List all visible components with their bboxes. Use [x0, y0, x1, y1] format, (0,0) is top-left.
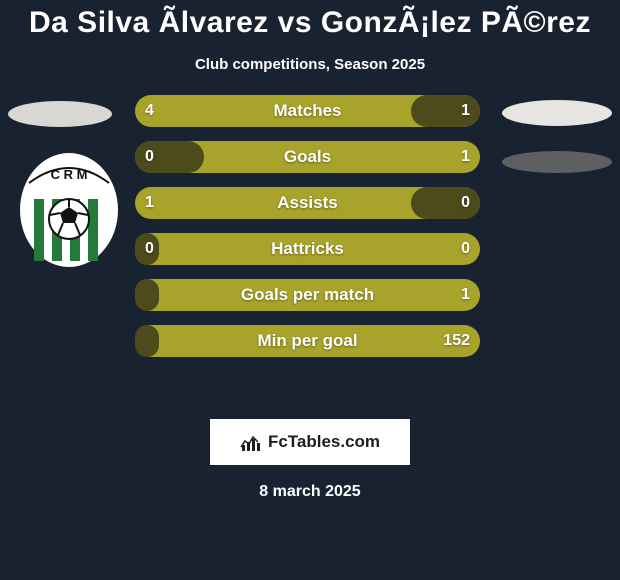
- stat-row: 00Hattricks: [135, 233, 480, 265]
- stat-label: Assists: [135, 187, 480, 219]
- stat-label: Matches: [135, 95, 480, 127]
- comparison-panel: C R M 41Matches01Goals10Assists00Hattric…: [0, 101, 620, 401]
- page-title: Da Silva Ãlvarez vs GonzÃ¡lez PÃ©rez: [0, 0, 620, 40]
- date-label: 8 march 2025: [0, 483, 620, 501]
- subtitle: Club competitions, Season 2025: [0, 56, 620, 73]
- stat-row: 152Min per goal: [135, 325, 480, 357]
- left-ellipse-decor: [8, 101, 112, 127]
- stat-row: 10Assists: [135, 187, 480, 219]
- brand-label: FcTables.com: [268, 432, 380, 452]
- svg-text:C R M: C R M: [51, 167, 88, 182]
- right-ellipse-2-decor: [502, 151, 612, 173]
- stat-row: 01Goals: [135, 141, 480, 173]
- stat-label: Min per goal: [135, 325, 480, 357]
- club-crest-icon: C R M: [24, 157, 114, 263]
- stat-label: Goals: [135, 141, 480, 173]
- stat-row: 41Matches: [135, 95, 480, 127]
- right-ellipse-1-decor: [502, 100, 612, 126]
- stat-row: 1Goals per match: [135, 279, 480, 311]
- club-badge: C R M: [20, 153, 118, 267]
- chart-icon: [240, 433, 262, 451]
- stats-list: 41Matches 01Goals 10Assists 00Hattricks 1Goa…: [135, 95, 480, 371]
- stat-label: Goals per match: [135, 279, 480, 311]
- brand-box[interactable]: FcTables.com: [210, 419, 410, 465]
- stat-label: Hattricks: [135, 233, 480, 265]
